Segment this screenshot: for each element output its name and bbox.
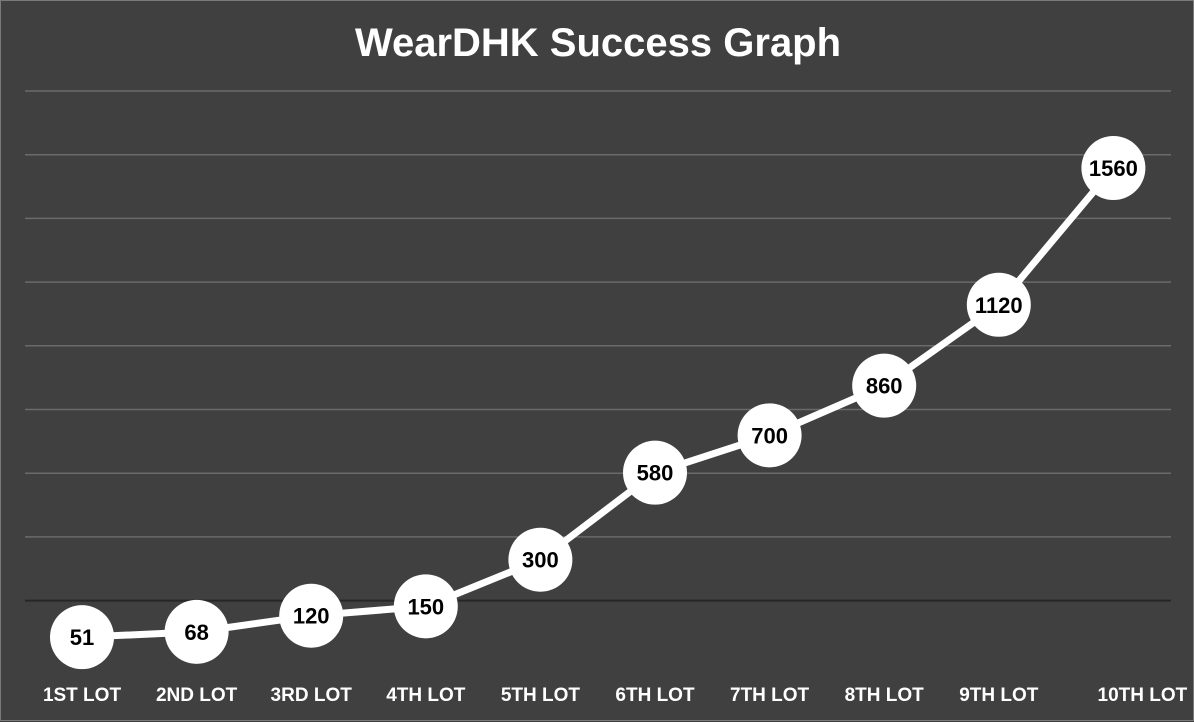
data-label: 68 [184,620,208,645]
data-label: 700 [751,423,788,448]
data-point-marker [279,583,344,648]
data-point-marker [508,527,573,592]
data-label: 860 [866,374,903,399]
chart-title: WearDHK Success Graph [354,21,842,65]
data-point-marker [50,605,114,670]
data-label: 150 [407,594,444,619]
x-tick-label: 7TH LOT [730,685,810,706]
x-tick-label: 8TH LOT [845,685,925,706]
x-tick-label: 5TH LOT [501,685,581,706]
x-tick-label: 6TH LOT [615,685,695,706]
data-point-marker [164,599,229,664]
data-point-marker [623,440,687,505]
x-tick-label: 1ST LOT [43,685,122,706]
data-label: 51 [70,625,94,650]
data-label: 580 [637,461,674,486]
x-tick-label: 2ND LOT [156,685,238,706]
x-tick-label: 4TH LOT [386,685,466,706]
series-line [78,164,1117,641]
data-label: 300 [522,548,559,573]
data-point-marker [966,272,1031,337]
data-label: 1120 [975,293,1023,318]
data-point-marker [1081,136,1146,200]
x-tick-label: 9TH LOT [959,685,1039,706]
data-point-marker [737,403,802,468]
data-point-marker [393,574,458,639]
data-point-marker [852,353,917,418]
x-tick-label: 10TH LOT [1098,685,1188,706]
data-label: 1560 [1089,156,1138,181]
x-tick-label: 3RD LOT [271,685,353,706]
data-label: 120 [293,604,330,629]
